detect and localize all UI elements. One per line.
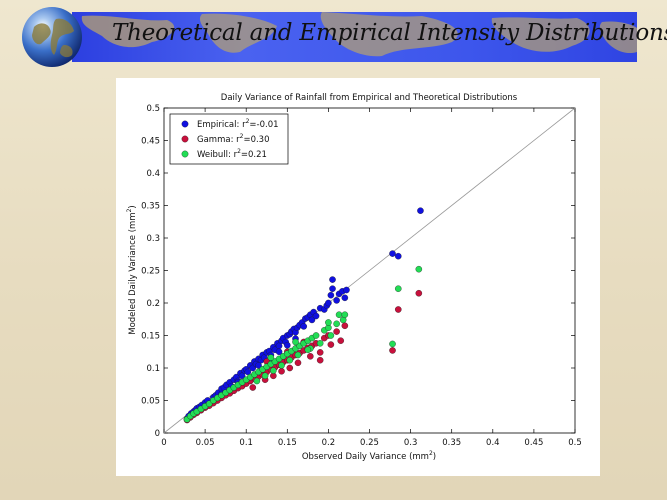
point-weibull [415,265,423,273]
scatter-chart: 0 0.05 0.1 0.15 0.2 0.25 0.3 0.35 0.4 0.45 0.5 0 0.0… [126,93,582,462]
y-tick-label: 0.1 [146,364,160,374]
point-gamma [341,322,349,330]
x-tick-label: 0.5 [568,438,582,448]
point-weibull [333,320,340,328]
x-tick-label: 0.35 [442,438,461,448]
point-empirical [333,297,340,304]
point-weibull [286,356,294,364]
point-empirical [284,341,291,349]
point-gamma [294,359,302,367]
x-axis-label: Observed Daily Variance (mm2) [302,450,436,462]
point-weibull [312,332,320,339]
y-tick-label: 0 [155,429,160,439]
x-tick-label: 0.15 [278,438,297,448]
point-empirical [308,316,316,324]
y-tick-label: 0.35 [141,202,160,212]
legend: Empirical: r2=-0.01 Gamma: r2=0.30 Weibu… [169,113,289,165]
y-tick-label: 0.3 [146,234,160,244]
point-gamma [307,353,314,360]
point-gamma [327,341,335,348]
point-gamma [316,349,324,356]
chart-panel: 0 0.05 0.1 0.15 0.2 0.25 0.3 0.35 0.4 0.45 0.5 0 0.0… [116,78,600,476]
y-tick-label: 0.2 [146,299,160,309]
point-gamma [286,364,294,372]
point-empirical [275,348,283,356]
slide-title: Theoretical and Empirical Intensity Dist… [112,20,667,46]
legend-marker-gamma [181,135,189,143]
point-gamma [278,367,285,375]
legend-box [169,113,289,165]
point-empirical [329,276,336,283]
chart-title: Daily Variance of Rainfall from Empirica… [221,93,518,103]
x-tick-label: 0.4 [486,438,500,448]
y-axis-label: Modeled Daily Variance (mm2) [126,205,138,335]
point-weibull [278,362,285,369]
point-gamma [389,347,396,354]
x-tick-label: 0.25 [360,438,379,448]
point-empirical [329,285,336,292]
point-empirical [312,312,320,320]
legend-label-gamma: Gamma: r2=0.30 [197,133,270,145]
point-weibull [389,340,396,348]
axis-ticks: 0 0.05 0.1 0.15 0.2 0.25 0.3 0.35 0.4 0.45 0.5 0 0.0… [141,104,582,448]
point-gamma [316,356,324,364]
x-tick-label: 0 [161,438,166,448]
point-weibull [316,340,324,347]
x-tick-label: 0.45 [524,438,543,448]
point-empirical [417,207,424,214]
point-empirical [394,252,402,260]
point-weibull [253,377,261,385]
y-tick-label: 0.15 [141,332,160,342]
point-empirical [300,323,308,330]
point-empirical [327,291,335,299]
title-banner [72,12,637,62]
point-weibull [270,367,277,374]
point-weibull [267,354,275,361]
x-tick-label: 0.05 [196,438,215,448]
point-gamma [249,384,257,391]
point-weibull [341,311,349,318]
point-empirical [389,250,396,257]
point-weibull [261,372,269,380]
point-empirical [341,294,349,302]
point-weibull [327,332,335,339]
legend-label-empirical: Empirical: r2=-0.01 [197,118,279,130]
point-weibull [294,351,302,359]
x-tick-label: 0.1 [239,438,253,448]
point-gamma [333,328,340,335]
y-tick-label: 0.25 [141,267,160,277]
point-weibull [325,319,332,326]
point-gamma [337,337,345,344]
scatter-points [183,207,424,424]
world-map-decoration [81,12,637,57]
globe-icon [22,7,82,67]
point-empirical [343,286,350,294]
y-tick-label: 0.45 [141,137,160,147]
legend-marker-weibull [181,150,189,158]
point-weibull [292,338,299,346]
point-gamma [394,306,402,313]
y-tick-label: 0.05 [141,397,160,407]
point-gamma [415,289,423,297]
legend-marker-empirical [181,120,189,128]
x-tick-label: 0.3 [404,438,418,448]
legend-label-weibull: Weibull: r2=0.21 [197,148,267,160]
point-weibull [304,346,312,354]
point-empirical [325,299,332,307]
y-tick-label: 0.5 [146,104,160,114]
point-weibull [335,311,343,318]
y-tick-label: 0.4 [146,169,160,179]
point-weibull [394,285,402,292]
x-tick-label: 0.2 [322,438,336,448]
point-empirical [255,362,262,369]
